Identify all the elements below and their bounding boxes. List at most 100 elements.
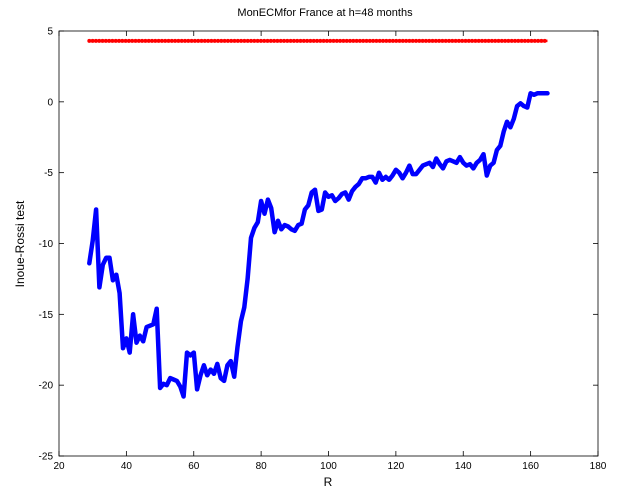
series-marker-1 <box>450 38 455 43</box>
series-marker-1 <box>420 38 425 43</box>
series-marker-1 <box>232 38 237 43</box>
series-marker-1 <box>225 38 230 43</box>
series-marker-1 <box>437 38 442 43</box>
series-marker-1 <box>526 38 531 43</box>
x-tick-label: 20 <box>53 461 65 472</box>
series-marker-1 <box>245 38 250 43</box>
series-marker-1 <box>100 38 105 43</box>
series-marker-1 <box>321 38 326 43</box>
series-marker-1 <box>410 38 415 43</box>
series-marker-1 <box>311 38 316 43</box>
series-marker-1 <box>265 38 270 43</box>
series-marker-1 <box>480 38 485 43</box>
series-marker-1 <box>275 38 280 43</box>
series-marker-1 <box>357 38 362 43</box>
chart-title: MonECMfor France at h=48 months <box>237 7 413 19</box>
series-marker-1 <box>196 38 201 43</box>
series-marker-1 <box>123 38 128 43</box>
series-marker-1 <box>354 38 359 43</box>
series-marker-1 <box>341 38 346 43</box>
series-marker-1 <box>136 38 141 43</box>
series-marker-1 <box>404 38 409 43</box>
x-tick-label: 120 <box>388 461 405 472</box>
series-marker-1 <box>140 38 145 43</box>
series-marker-1 <box>529 38 534 43</box>
series-marker-1 <box>113 38 118 43</box>
series-marker-1 <box>489 38 494 43</box>
series-marker-1 <box>516 38 521 43</box>
series-marker-1 <box>417 38 422 43</box>
x-tick-label: 180 <box>590 461 607 472</box>
series-marker-1 <box>107 38 112 43</box>
series-marker-1 <box>166 38 171 43</box>
series-marker-1 <box>466 38 471 43</box>
series-marker-1 <box>334 38 339 43</box>
series-marker-1 <box>348 38 353 43</box>
series-marker-1 <box>453 38 458 43</box>
series-marker-1 <box>430 38 435 43</box>
x-tick-label: 60 <box>188 461 200 472</box>
series-marker-1 <box>103 38 108 43</box>
series-marker-1 <box>133 38 138 43</box>
series-marker-1 <box>176 38 181 43</box>
series-line-0 <box>87 91 550 399</box>
x-tick-label: 140 <box>455 461 472 472</box>
y-tick-label: -5 <box>44 168 53 179</box>
series-marker-1 <box>338 38 343 43</box>
y-tick-label: -15 <box>39 310 54 321</box>
series-marker-1 <box>189 38 194 43</box>
series-marker-1 <box>397 38 402 43</box>
series-marker-1 <box>390 38 395 43</box>
series-marker-1 <box>328 38 333 43</box>
series-marker-1 <box>423 38 428 43</box>
series-marker-1 <box>460 38 465 43</box>
series-marker-1 <box>278 38 283 43</box>
series-marker-1 <box>229 38 234 43</box>
series-marker-1 <box>536 38 541 43</box>
series-marker-1 <box>503 38 508 43</box>
x-tick-label: 80 <box>256 461 268 472</box>
series-marker-1 <box>496 38 501 43</box>
series-marker-1 <box>324 38 329 43</box>
series-marker-1 <box>255 38 260 43</box>
series-marker-1 <box>173 38 178 43</box>
series-layer <box>87 38 550 399</box>
series-marker-1 <box>470 38 475 43</box>
series-marker-1 <box>209 38 214 43</box>
series-marker-1 <box>206 38 211 43</box>
series-marker-1 <box>199 38 204 43</box>
series-marker-1 <box>146 38 151 43</box>
series-marker-1 <box>97 38 102 43</box>
series-marker-1 <box>483 38 488 43</box>
series-marker-1 <box>407 38 412 43</box>
y-tick-label: 0 <box>47 97 53 108</box>
series-marker-1 <box>447 38 452 43</box>
series-marker-1 <box>427 38 432 43</box>
series-marker-1 <box>242 38 247 43</box>
series-marker-1 <box>262 38 267 43</box>
series-marker-1 <box>443 38 448 43</box>
series-marker-1 <box>301 38 306 43</box>
x-tick-label: 40 <box>121 461 133 472</box>
series-marker-1 <box>298 38 303 43</box>
series-marker-1 <box>473 38 478 43</box>
y-tick-label: -10 <box>39 239 54 250</box>
series-marker-1 <box>159 38 164 43</box>
series-marker-1 <box>143 38 148 43</box>
x-axis-label: R <box>324 475 333 489</box>
series-marker-1 <box>179 38 184 43</box>
series-marker-1 <box>499 38 504 43</box>
series-marker-1 <box>351 38 356 43</box>
series-marker-1 <box>361 38 366 43</box>
series-marker-1 <box>202 38 207 43</box>
series-marker-1 <box>192 38 197 43</box>
y-tick-label: -25 <box>39 452 54 463</box>
series-marker-1 <box>235 38 240 43</box>
series-marker-1 <box>476 38 481 43</box>
x-tick-label: 100 <box>320 461 337 472</box>
series-marker-1 <box>216 38 221 43</box>
series-marker-1 <box>183 38 188 43</box>
series-marker-1 <box>150 38 155 43</box>
series-marker-1 <box>433 38 438 43</box>
series-marker-1 <box>414 38 419 43</box>
